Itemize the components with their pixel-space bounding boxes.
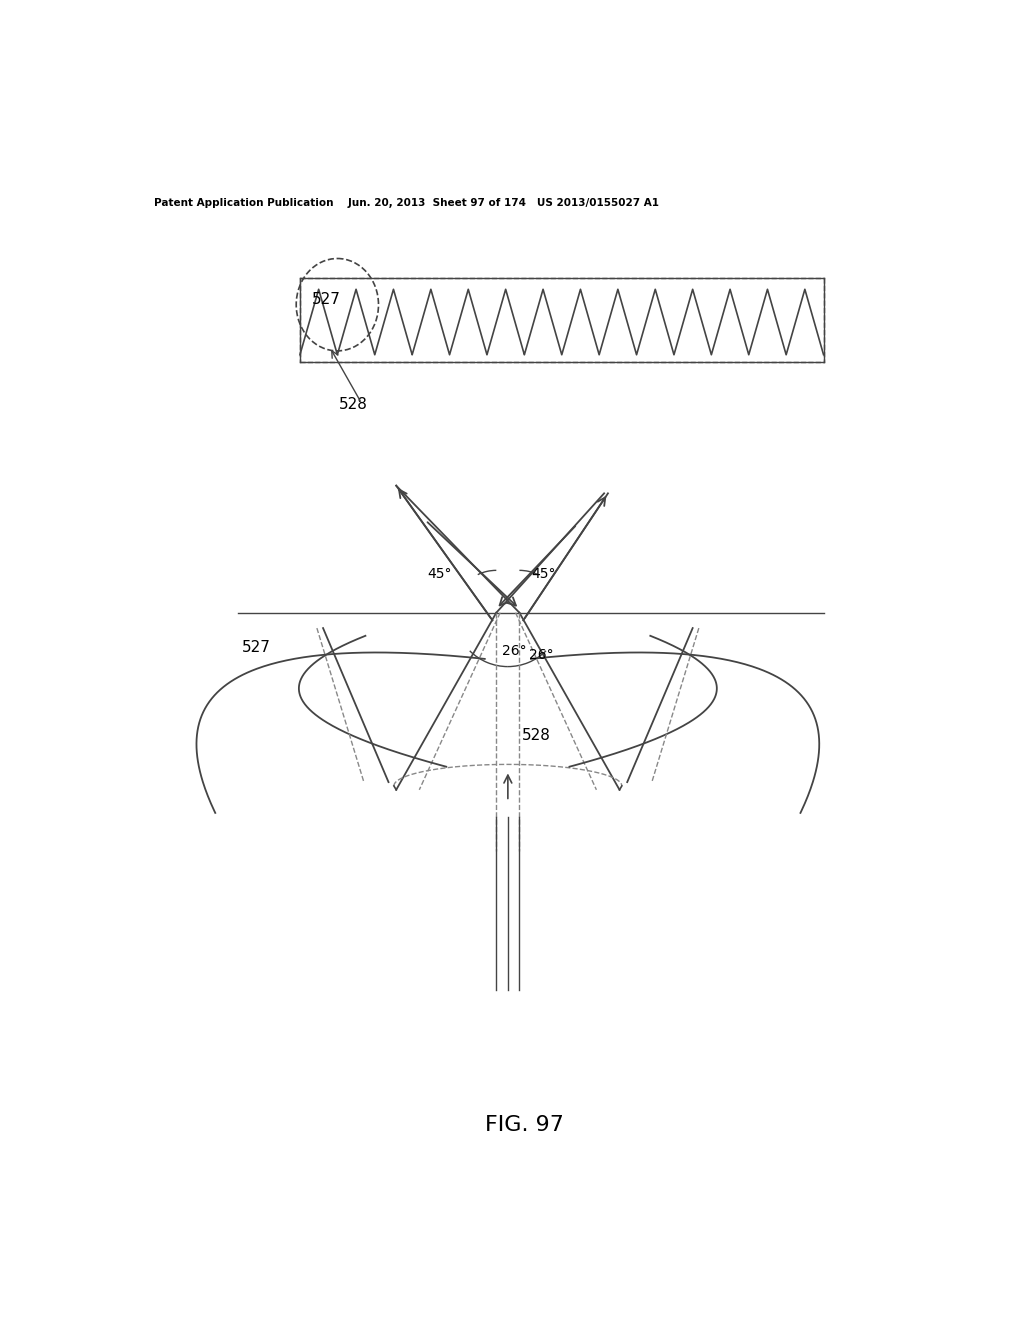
Text: 45°: 45° — [531, 568, 555, 581]
Text: 26°: 26° — [503, 644, 527, 659]
Text: Patent Application Publication    Jun. 20, 2013  Sheet 97 of 174   US 2013/01550: Patent Application Publication Jun. 20, … — [154, 198, 658, 209]
Text: 528: 528 — [521, 729, 551, 743]
Text: FIG. 97: FIG. 97 — [485, 1115, 564, 1135]
Text: 527: 527 — [311, 292, 340, 306]
Text: 528: 528 — [339, 397, 368, 412]
Text: 26°: 26° — [528, 648, 553, 661]
Text: 45°: 45° — [427, 568, 452, 581]
Text: 527: 527 — [243, 640, 271, 655]
